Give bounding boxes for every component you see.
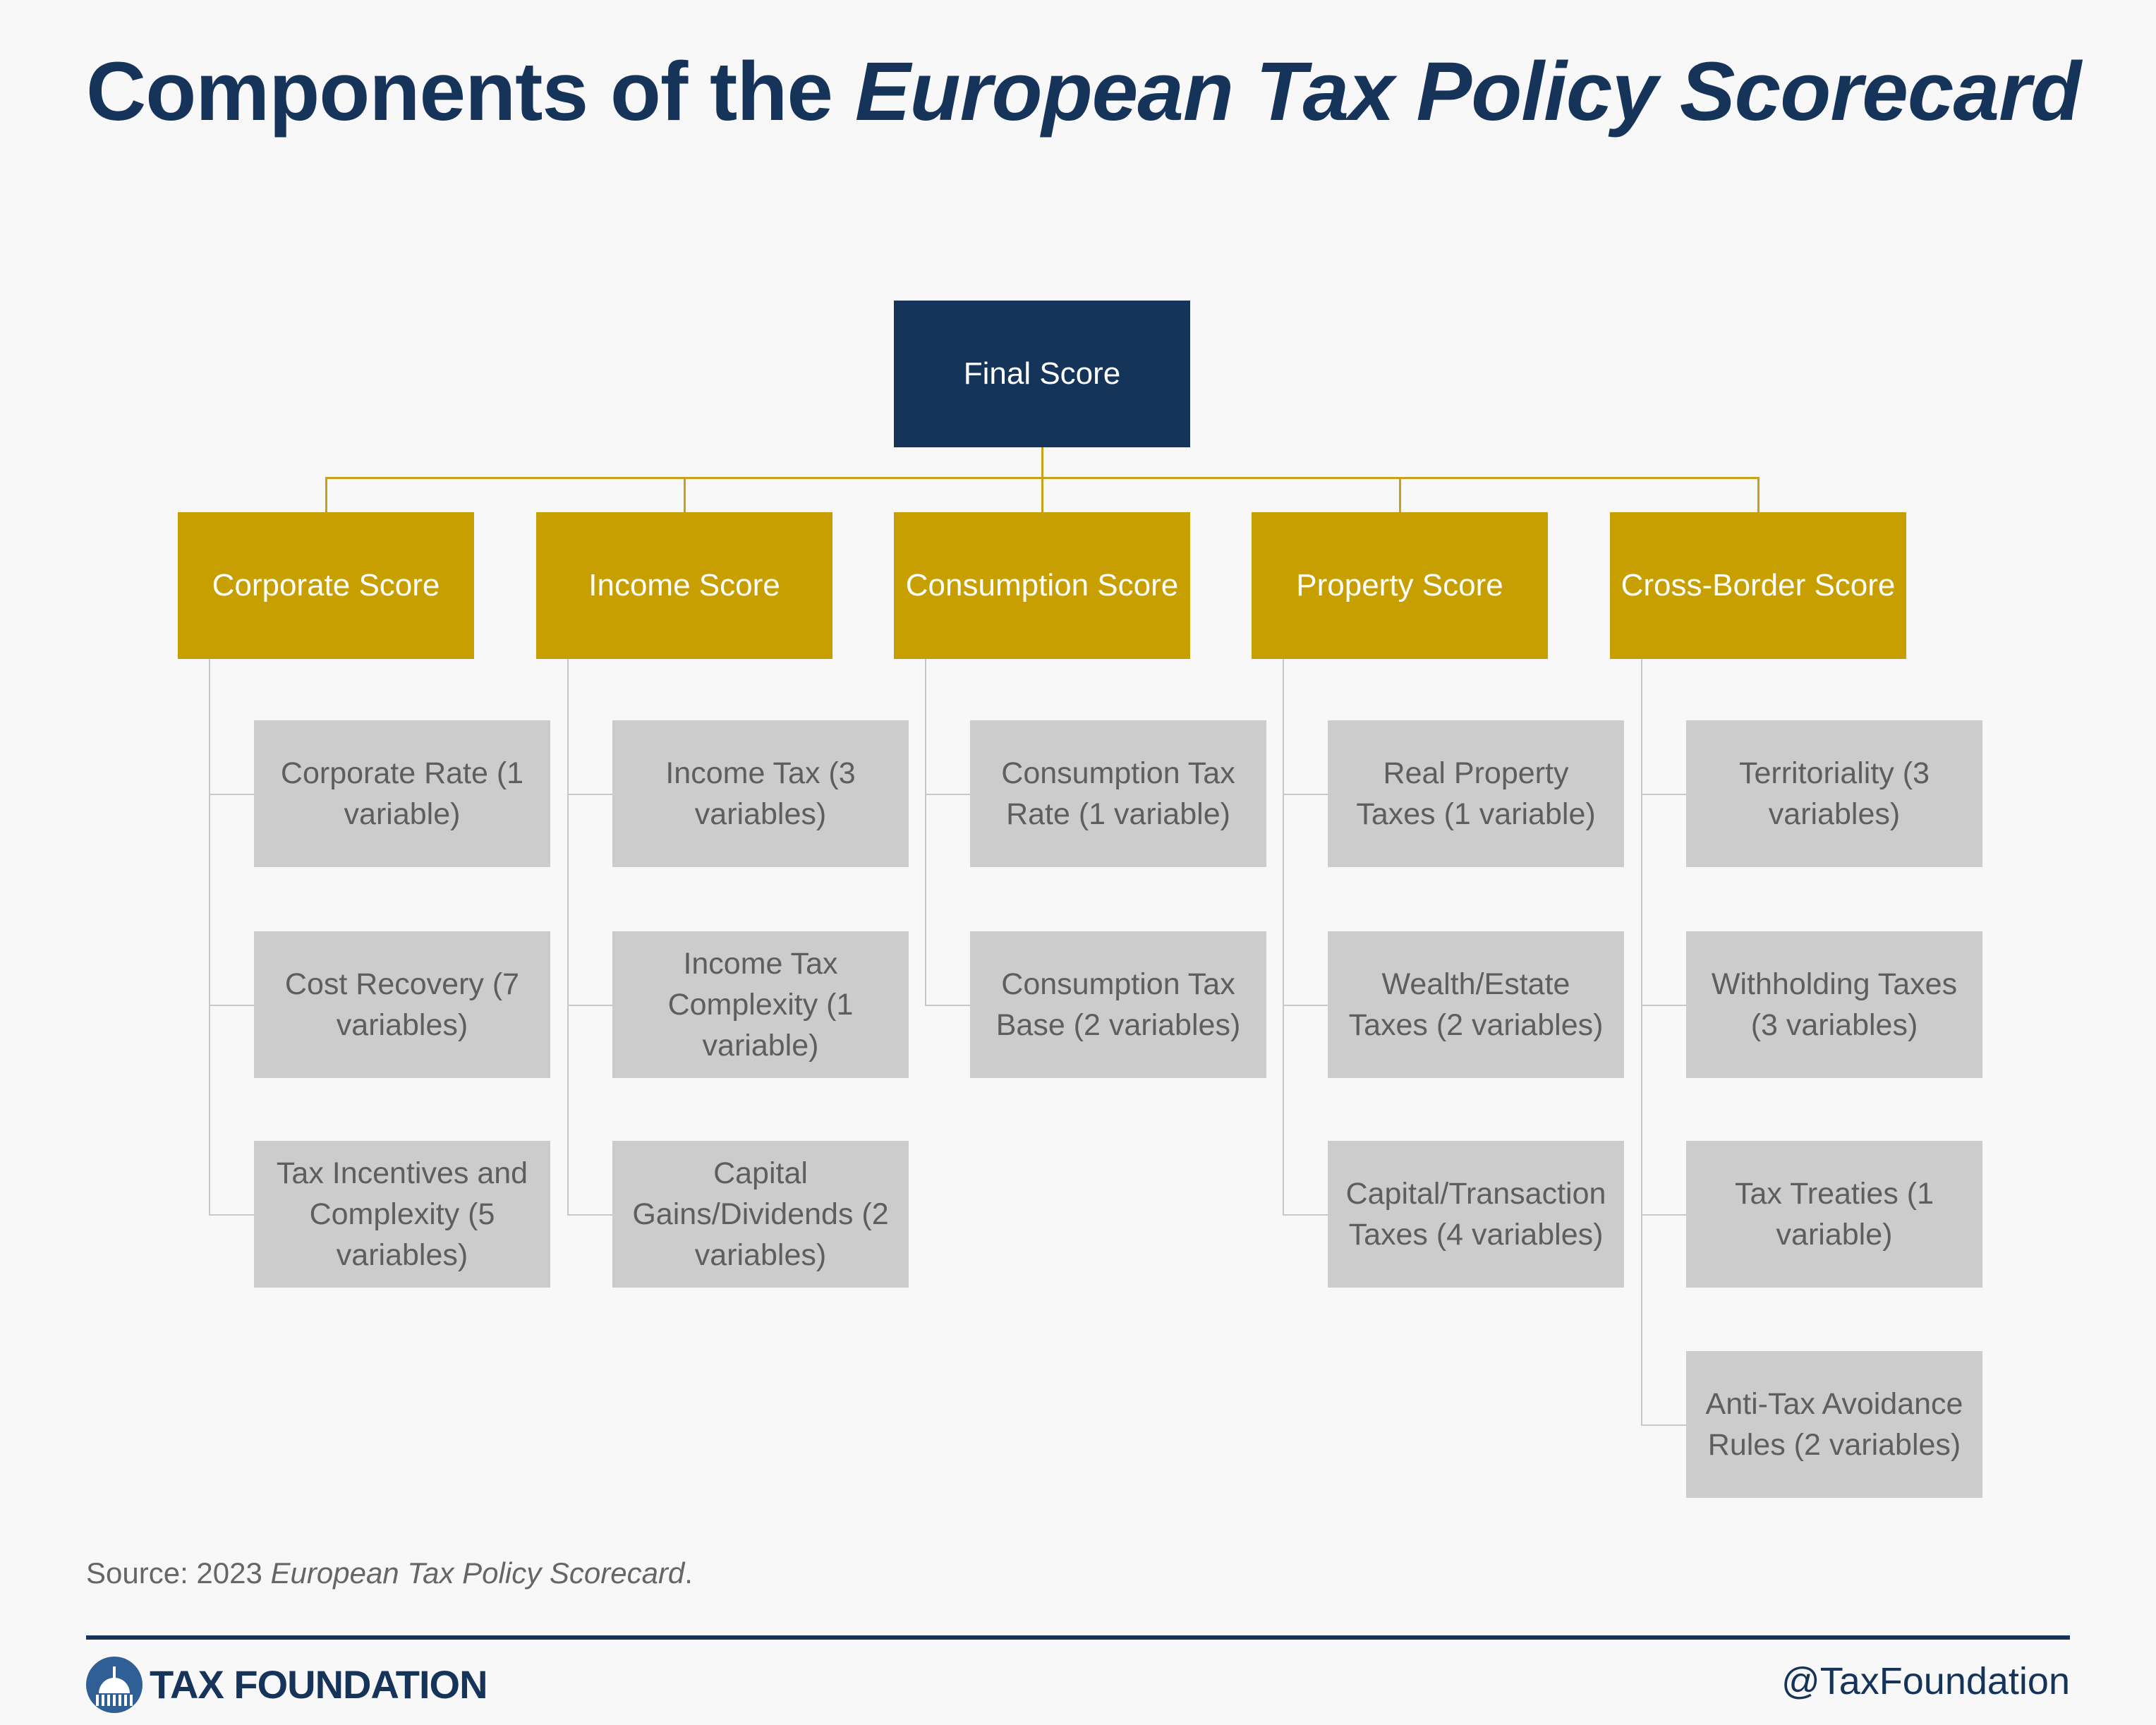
tree-branch: [1641, 1424, 1686, 1426]
tree-branch: [1283, 1005, 1328, 1006]
page-title: Components of the European Tax Policy Sc…: [86, 45, 2081, 138]
category-label: Income Score: [588, 568, 780, 603]
tree-spine: [567, 659, 569, 1215]
tree-branch: [567, 794, 612, 795]
category-box: Corporate Score: [178, 512, 474, 659]
component-box: Consumption Tax Rate (1 variable): [970, 720, 1266, 867]
tree-branch: [567, 1214, 612, 1216]
tree-branch: [209, 1214, 254, 1216]
component-label: Capital Gains/Dividends (2 variables): [632, 1156, 889, 1273]
category-label: Cross-Border Score: [1621, 568, 1896, 603]
connector-bus-to-category: [325, 477, 327, 512]
component-label: Cost Recovery (7 variables): [284, 967, 520, 1042]
tree-branch: [1641, 794, 1686, 795]
component-box: Capital/Transaction Taxes (4 variables): [1328, 1141, 1624, 1288]
tree-spine: [925, 659, 926, 1005]
component-label: Consumption Tax Rate (1 variable): [1001, 756, 1235, 831]
connector-root-down: [1041, 447, 1043, 478]
tree-spine: [1283, 659, 1284, 1215]
connector-bus-to-category: [1041, 477, 1043, 512]
component-label: Tax Incentives and Complexity (5 variabl…: [276, 1156, 528, 1273]
tree-branch: [1641, 1214, 1686, 1216]
category-box: Consumption Score: [894, 512, 1190, 659]
category-box: Income Score: [536, 512, 832, 659]
tree-branch: [1283, 794, 1328, 795]
component-label: Anti-Tax Avoidance Rules (2 variables): [1705, 1386, 1963, 1462]
category-label: Corporate Score: [212, 568, 440, 603]
connector-bus-to-category: [684, 477, 686, 512]
tree-branch: [567, 1005, 612, 1006]
component-box: Consumption Tax Base (2 variables): [970, 931, 1266, 1078]
component-box: Tax Incentives and Complexity (5 variabl…: [254, 1141, 550, 1288]
component-box: Real Property Taxes (1 variable): [1328, 720, 1624, 867]
component-label: Wealth/Estate Taxes (2 variables): [1348, 967, 1604, 1042]
source-note: Source: 2023 European Tax Policy Scoreca…: [86, 1556, 693, 1590]
component-label: Income Tax Complexity (1 variable): [667, 946, 854, 1063]
component-box: Wealth/Estate Taxes (2 variables): [1328, 931, 1624, 1078]
component-label: Income Tax (3 variables): [665, 756, 856, 831]
category-box: Property Score: [1252, 512, 1548, 659]
component-box: Cost Recovery (7 variables): [254, 931, 550, 1078]
final-score-label: Final Score: [963, 356, 1121, 392]
category-label: Consumption Score: [905, 568, 1179, 603]
component-box: Anti-Tax Avoidance Rules (2 variables): [1686, 1351, 1982, 1498]
component-box: Tax Treaties (1 variable): [1686, 1141, 1982, 1288]
social-handle: @TaxFoundation: [1781, 1660, 2070, 1702]
component-box: Corporate Rate (1 variable): [254, 720, 550, 867]
component-label: Tax Treaties (1 variable): [1735, 1176, 1934, 1252]
connector-bus-to-category: [1757, 477, 1760, 512]
component-box: Income Tax Complexity (1 variable): [612, 931, 909, 1078]
final-score-box: Final Score: [894, 301, 1190, 447]
component-label: Corporate Rate (1 variable): [280, 756, 524, 831]
tree-branch: [925, 1005, 970, 1006]
tree-spine: [1641, 659, 1642, 1425]
tree-branch: [925, 794, 970, 795]
category-box: Cross-Border Score: [1610, 512, 1906, 659]
component-box: Withholding Taxes (3 variables): [1686, 931, 1982, 1078]
tax-foundation-logo: TAX FOUNDATION: [86, 1654, 488, 1714]
component-label: Capital/Transaction Taxes (4 variables): [1345, 1176, 1606, 1252]
tree-branch: [209, 794, 254, 795]
tree-spine: [209, 659, 210, 1215]
component-label: Territoriality (3 variables): [1739, 756, 1930, 831]
category-label: Property Score: [1296, 568, 1503, 603]
tree-branch: [209, 1005, 254, 1006]
brand-name: TAX FOUNDATION: [150, 1662, 488, 1707]
component-label: Real Property Taxes (1 variable): [1356, 756, 1596, 831]
component-box: Territoriality (3 variables): [1686, 720, 1982, 867]
capitol-dome-icon: [86, 1656, 143, 1713]
component-label: Consumption Tax Base (2 variables): [995, 967, 1241, 1042]
component-box: Income Tax (3 variables): [612, 720, 909, 867]
footer-divider: [86, 1635, 2070, 1640]
tree-branch: [1641, 1005, 1686, 1006]
tree-branch: [1283, 1214, 1328, 1216]
component-box: Capital Gains/Dividends (2 variables): [612, 1141, 909, 1288]
component-label: Withholding Taxes (3 variables): [1711, 967, 1958, 1042]
connector-bus-to-category: [1399, 477, 1401, 512]
